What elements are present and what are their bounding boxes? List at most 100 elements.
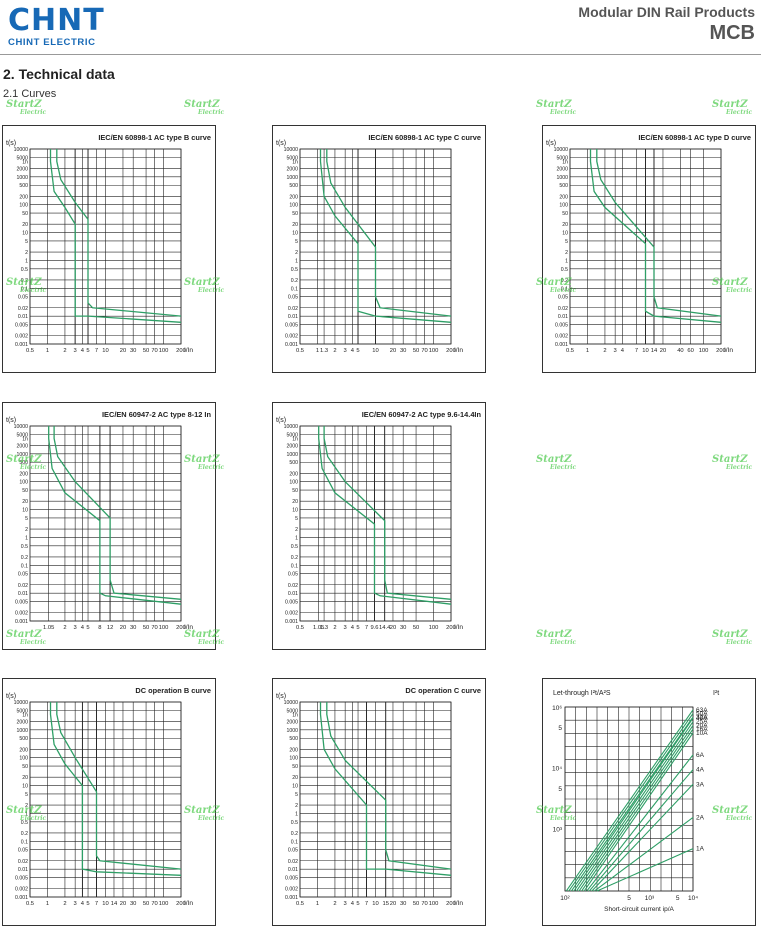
y-tick-label: 1h <box>22 712 28 718</box>
y-tick-label: 2000 <box>286 719 298 725</box>
plot-frame <box>569 148 722 345</box>
y-tick-label: 10000 <box>554 147 569 153</box>
y-tick-label: 500 <box>19 183 28 189</box>
x-tick-label: 1 <box>316 348 319 354</box>
y-tick-label: 10 <box>292 508 298 514</box>
x-axis-label: I/In <box>184 624 193 631</box>
section-title: 2. Technical data <box>3 66 115 82</box>
y-tick-label: 500 <box>289 736 298 742</box>
x-axis-label: I/In <box>454 347 463 354</box>
x-tick-label: 10 <box>372 901 378 907</box>
chart-svg: IEC/EN 60898-1 AC type D curvet(s)I/In10… <box>546 133 751 354</box>
y-tick-label: 200 <box>289 471 298 477</box>
x-tick-label: 5 <box>356 901 359 907</box>
x-tick-label: 200 <box>176 625 186 631</box>
y-tick-label: 0.005 <box>15 876 28 882</box>
y-tick-label: 200 <box>289 747 298 753</box>
y-tick-label: 10000 <box>14 700 29 706</box>
logo-subtitle: CHINT ELECTRIC <box>8 37 96 48</box>
y-tick-label: 100 <box>19 480 28 486</box>
y-tick-label: 1h <box>292 436 298 442</box>
chart-title: IEC/EN 60898-1 AC type D curve <box>638 133 751 142</box>
y-tick-label: 0.1 <box>561 286 568 292</box>
plot-frame <box>29 148 182 345</box>
y-tick-label: 0.005 <box>15 323 28 329</box>
trip-curve-max <box>326 149 452 317</box>
x-tick-label: 14 <box>651 348 658 354</box>
chart-title: IEC/EN 60947-2 AC type 8-12 In <box>102 410 211 419</box>
y-tick-label: 5 <box>565 239 568 245</box>
let-through-curve <box>586 754 694 892</box>
x-tick-label: 20 <box>660 348 666 354</box>
x-tick-label: 0.5 <box>296 348 304 354</box>
y-axis-label: t(s) <box>546 140 556 147</box>
y-tick-label: 0.001 <box>15 619 28 625</box>
x-tick-label: 50 <box>143 901 149 907</box>
x-tick-label: 1 <box>46 901 49 907</box>
x-axis-label: I/In <box>184 900 193 907</box>
y-tick-label: 5 <box>25 792 28 798</box>
y-tick-label: 0.5 <box>21 544 28 550</box>
trip-curve-min <box>48 426 182 605</box>
chart-svg: IEC/EN 60898-1 AC type B curvet(s)I/In10… <box>6 133 211 354</box>
y-tick-label: 0.005 <box>555 323 568 329</box>
chart-svg: IEC/EN 60898-1 AC type C curvet(s)I/In10… <box>276 133 481 354</box>
x-tick-label: 2 <box>333 625 336 631</box>
y-tick-label: 200 <box>19 471 28 477</box>
y-tick-label: 2 <box>25 527 28 533</box>
y-tick-label: 0.001 <box>285 342 298 348</box>
chart-svg: DC operation B curvet(s)I/In1000050001h2… <box>6 686 211 907</box>
x-tick-label: 10 <box>102 901 108 907</box>
y-tick-label: 1000 <box>286 452 298 458</box>
y-tick-label: 1 <box>25 258 28 264</box>
y-tick-label: 0.2 <box>21 278 28 284</box>
y-axis-label: t(s) <box>276 417 286 424</box>
let-through-curve <box>565 709 694 892</box>
x-tick-label: 3 <box>344 901 347 907</box>
y-tick-label: 1 <box>295 811 298 817</box>
x-tick-label: 7 <box>365 901 368 907</box>
y-tick-label: 0.001 <box>285 895 298 901</box>
watermark: StartZ Electric <box>184 99 225 116</box>
y-tick-label: 10000 <box>284 700 299 706</box>
y-tick-label: 500 <box>19 736 28 742</box>
chart-c-curve: IEC/EN 60898-1 AC type C curve t(s) I/In 10… <box>272 125 486 373</box>
watermark: StartZ Electric <box>536 99 577 116</box>
y-tick-label: 1 <box>295 258 298 264</box>
y-tick-label: 200 <box>19 194 28 200</box>
x-tick-label: 20 <box>390 901 396 907</box>
section-subtitle: 2.1 Curves <box>3 88 57 100</box>
x-tick-label: 2 <box>333 348 336 354</box>
x-tick-label: 1.3 <box>320 625 328 631</box>
y-tick-label: 100 <box>19 756 28 762</box>
y-tick-label: 0.01 <box>288 314 298 320</box>
y-tick-label: 50 <box>292 488 298 494</box>
y-tick-label: 10000 <box>14 147 29 153</box>
y-tick-label: 20 <box>22 222 28 228</box>
x-tick-label: 14.4 <box>379 625 391 631</box>
x-tick-label: 30 <box>130 625 136 631</box>
x-tick-label: 200 <box>716 348 726 354</box>
x-tick-label: 7 <box>635 348 638 354</box>
x-tick-label: 4 <box>81 625 85 631</box>
y-tick-label: 10000 <box>284 147 299 153</box>
y-tick-label: 200 <box>559 194 568 200</box>
y-tick-label: 0.02 <box>18 583 28 589</box>
x-tick-label: 10 <box>102 348 108 354</box>
x-tick-label: 5 <box>86 625 89 631</box>
y-tick-label: 0.005 <box>285 323 298 329</box>
x-tick-label: 4 <box>351 901 355 907</box>
series-label: 2A <box>696 814 705 821</box>
x-tick-label: 5 <box>356 625 359 631</box>
x-tick-label: 70 <box>151 348 157 354</box>
x-tick-label: 0.5 <box>296 625 304 631</box>
y-tick-label: 5 <box>295 792 298 798</box>
x-tick-label: 2 <box>63 348 66 354</box>
x-tick-label: 100 <box>159 625 169 631</box>
y-tick-label: 0.5 <box>291 820 298 826</box>
logo-text: CHNT <box>8 3 105 38</box>
y-axis-label: t(s) <box>276 693 286 700</box>
x-tick-label: 30 <box>400 901 406 907</box>
chart-b-curve: IEC/EN 60898-1 AC type B curve t(s) I/In 10… <box>2 125 216 373</box>
y-tick-label: 0.2 <box>291 555 298 561</box>
